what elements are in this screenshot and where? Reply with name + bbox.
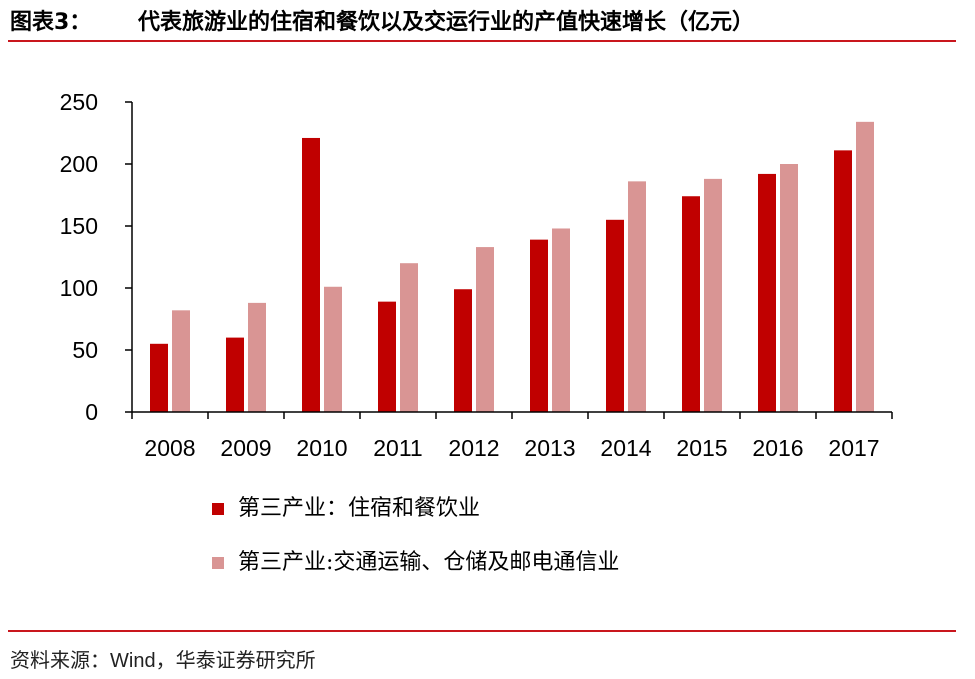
x-tick-label-2008: 2008 [144,435,195,461]
source-prefix: 资料来源： [10,648,110,672]
bar-series-1-2010 [302,137,320,412]
y-tick-label: 100 [60,275,98,301]
bar-series-2-2011 [400,263,418,412]
bar-series-2-2012 [476,247,494,412]
y-tick-label: 250 [60,89,98,115]
header-rule [8,40,956,42]
y-tick-label: 200 [60,151,98,177]
x-tick-label-2017: 2017 [828,435,879,461]
bar-series-2-2017 [856,121,874,412]
figure-title: 代表旅游业的住宿和餐饮以及交运行业的产值快速增长（亿元） [138,10,755,35]
bar-series-1-2009 [226,337,244,412]
x-tick-label-2016: 2016 [752,435,803,461]
legend-label-series-1: 第三产业：住宿和餐饮业 [238,496,481,521]
bar-series-2-2008 [172,310,190,412]
footer-rule [8,630,956,632]
x-tick-label-2011: 2011 [373,435,422,461]
bar-series-1-2013 [530,239,548,412]
source-text: Wind，华泰证券研究所 [110,650,316,672]
x-tick-label-2012: 2012 [448,435,499,461]
x-tick-label-2013: 2013 [524,435,575,461]
bar-series-2-2015 [704,178,722,412]
y-tick-label: 50 [72,337,98,363]
bar-series-2-2016 [780,164,798,412]
bar-series-2-2009 [248,302,266,412]
bar-series-2-2013 [552,228,570,412]
source-note: 资料来源：Wind，华泰证券研究所 [10,644,316,673]
x-tick-label-2015: 2015 [676,435,727,461]
x-tick-label-2009: 2009 [220,435,271,461]
bar-series-1-2011 [378,301,396,412]
y-tick-label: 0 [85,399,98,425]
x-tick-label-2014: 2014 [600,435,651,461]
bar-series-1-2012 [454,289,472,412]
bar-series-1-2016 [758,173,776,412]
bar-series-1-2015 [682,196,700,412]
legend-swatch-series-1 [212,503,224,515]
bar-series-1-2017 [834,150,852,413]
bar-series-1-2014 [606,219,624,412]
legend-swatch-series-2 [212,557,224,569]
y-tick-label: 150 [60,213,98,239]
bar-series-1-2008 [150,343,168,412]
x-tick-label-2010: 2010 [296,435,347,461]
bar-chart: 0 50 100 150 200 250 2008 2009 2010 2011 2012 2013 2… [60,89,893,461]
bar-series-2-2014 [628,181,646,412]
figure-header: 图表3： 代表旅游业的住宿和餐饮以及交运行业的产值快速增长（亿元） [0,0,975,40]
figure-label: 图表3： [10,10,92,35]
bar-series-2-2010 [324,286,342,412]
legend-label-series-2: 第三产业:交通运输、仓储及邮电通信业 [238,550,620,575]
